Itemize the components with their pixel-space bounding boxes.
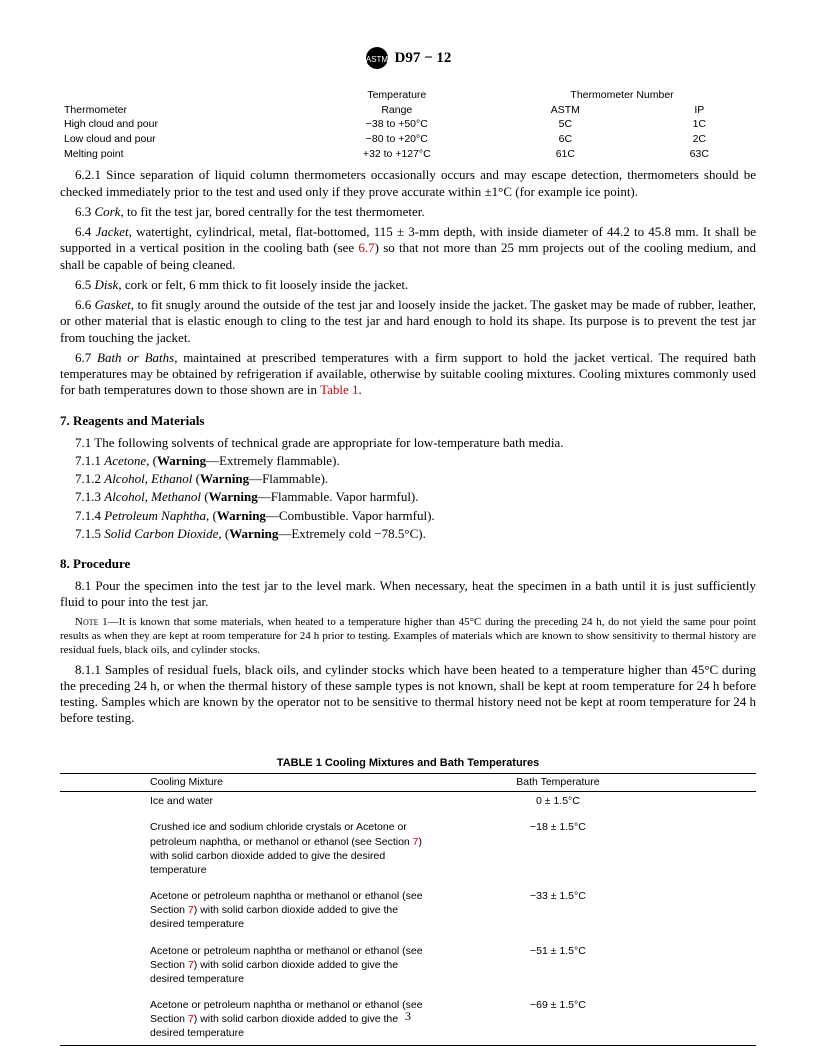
thermo-tbody: High cloud and pour−38 to +50°C5C1CLow c…	[60, 117, 756, 161]
table-row: Low cloud and pour−80 to +20°C6C2C	[60, 132, 756, 147]
page-number: 3	[0, 1009, 816, 1024]
page-header: ASTM D97 − 12	[60, 46, 756, 74]
para-8-1: 8.1 Pour the specimen into the test jar …	[60, 578, 756, 611]
para-6-7: 6.7 Bath or Baths, maintained at prescri…	[60, 350, 756, 399]
table1-tbody: Ice and water0 ± 1.5°CCrushed ice and so…	[60, 792, 756, 1045]
thermo-head-ip: IP	[643, 103, 756, 118]
para-6-5: 6.5 Disk, cork or felt, 6 mm thick to fi…	[60, 277, 756, 293]
list-item: 7.1.5 Solid Carbon Dioxide, (Warning—Ext…	[60, 526, 756, 542]
section-7-heading: 7. Reagents and Materials	[60, 413, 756, 429]
thermo-head-range: Range	[306, 103, 489, 118]
list-item: 7.1.1 Acetone, (Warning—Extremely flamma…	[60, 453, 756, 469]
link-section-7[interactable]: 7	[188, 904, 194, 916]
doc-title: D97 − 12	[395, 50, 452, 67]
para-8-1-1: 8.1.1 Samples of residual fuels, black o…	[60, 662, 756, 727]
para-6-3: 6.3 Cork, to fit the test jar, bored cen…	[60, 204, 756, 220]
para-6-4: 6.4 Jacket, watertight, cylindrical, met…	[60, 224, 756, 273]
table-row: Acetone or petroleum naphtha or methanol…	[60, 879, 756, 934]
table-row: Melting point+32 to +127°C61C63C	[60, 147, 756, 162]
cooling-mixtures-table: Cooling Mixture Bath Temperature Ice and…	[60, 773, 756, 1046]
table-1-title: TABLE 1 Cooling Mixtures and Bath Temper…	[60, 757, 756, 769]
thermo-head-num: Thermometer Number	[488, 88, 756, 103]
para-6-6: 6.6 Gasket, to fit snugly around the out…	[60, 297, 756, 346]
para-6-2-1: 6.2.1 Since separation of liquid column …	[60, 167, 756, 200]
svg-text:ASTM: ASTM	[365, 55, 388, 64]
table-row: Ice and water0 ± 1.5°C	[60, 792, 756, 811]
link-table-1[interactable]: Table 1	[320, 382, 358, 397]
thermo-head-temp: Temperature	[306, 88, 489, 103]
thermo-head-astm: ASTM	[488, 103, 643, 118]
astm-logo-icon: ASTM	[365, 46, 389, 70]
thermometer-table: Temperature Thermometer Number Thermomet…	[60, 88, 756, 161]
table-row: Crushed ice and sodium chloride crystals…	[60, 810, 756, 879]
link-6-7[interactable]: 6.7	[358, 240, 374, 255]
table-row: Acetone or petroleum naphtha or methanol…	[60, 934, 756, 989]
note-1: Note 1—It is known that some materials, …	[60, 615, 756, 658]
table-row: High cloud and pour−38 to +50°C5C1C	[60, 117, 756, 132]
list-item: 7.1.2 Alcohol, Ethanol (Warning—Flammabl…	[60, 471, 756, 487]
list-item: 7.1.3 Alcohol, Methanol (Warning—Flammab…	[60, 489, 756, 505]
table1-head-mixture: Cooling Mixture	[60, 773, 436, 792]
list-item: 7.1.4 Petroleum Naphtha, (Warning—Combus…	[60, 508, 756, 524]
section-8-heading: 8. Procedure	[60, 556, 756, 572]
para-7-1: 7.1 The following solvents of technical …	[60, 435, 756, 451]
link-section-7[interactable]: 7	[413, 836, 419, 848]
table1-head-temp: Bath Temperature	[436, 773, 756, 792]
section-7-items: 7.1.1 Acetone, (Warning—Extremely flamma…	[60, 453, 756, 542]
thermo-head-thermo: Thermometer	[60, 103, 306, 118]
link-section-7[interactable]: 7	[188, 959, 194, 971]
table-1-container: TABLE 1 Cooling Mixtures and Bath Temper…	[60, 757, 756, 1046]
